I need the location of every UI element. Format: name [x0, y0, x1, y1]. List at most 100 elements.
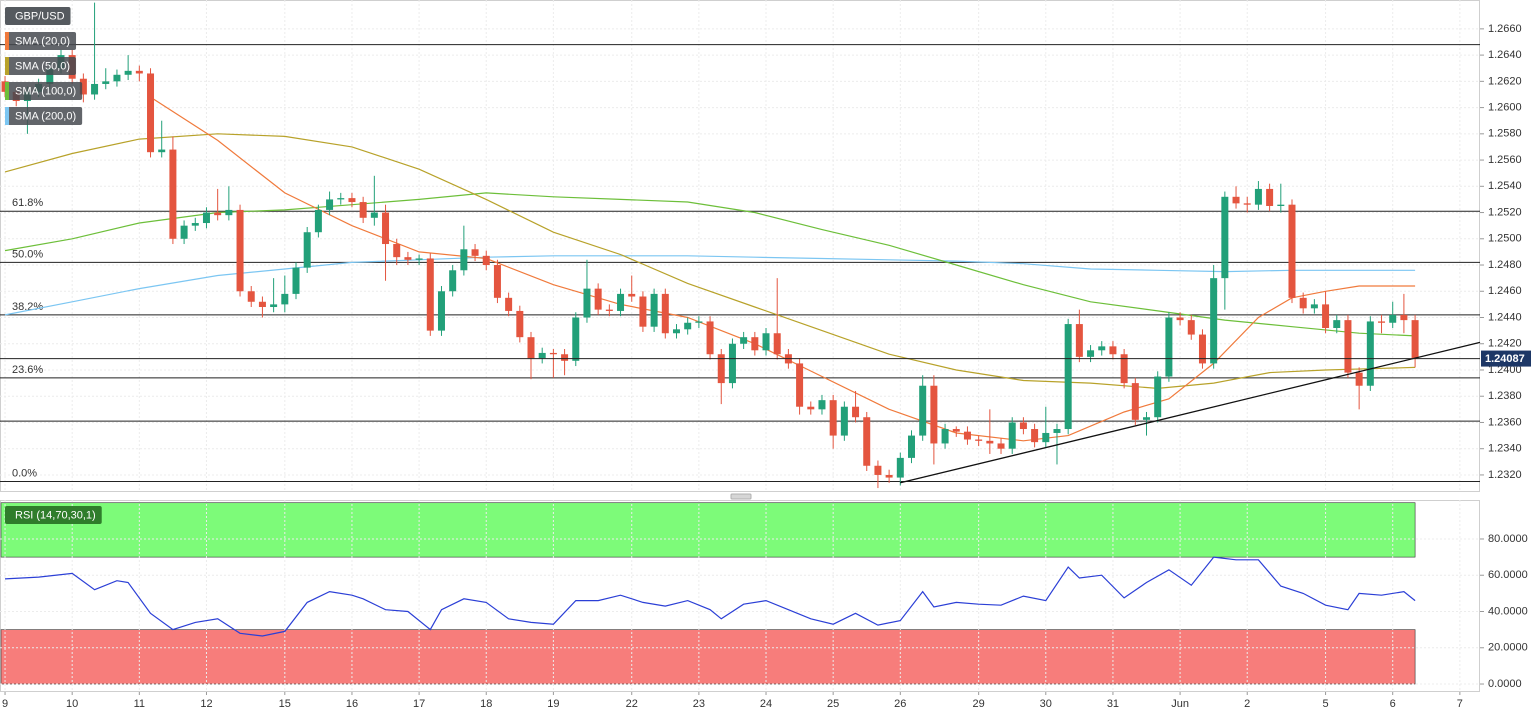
x-tick-label: 6 — [1390, 698, 1396, 710]
candle-body — [986, 440, 994, 444]
price-panel-frame — [0, 0, 1480, 492]
candle-body — [762, 333, 770, 351]
candle-body — [1266, 188, 1274, 206]
y-tick-label: 1.2360 — [1488, 416, 1522, 428]
candle-body — [605, 309, 613, 311]
candle-body — [561, 354, 569, 361]
candle-body — [348, 198, 356, 203]
candle-body — [728, 343, 736, 384]
x-tick-label: 5 — [1323, 698, 1329, 710]
candle-body — [583, 288, 591, 318]
x-tick-label: 29 — [973, 698, 985, 710]
candle-body — [1154, 376, 1162, 418]
candle-body — [751, 337, 759, 351]
candle-body — [1042, 432, 1050, 443]
candle-body — [505, 297, 513, 311]
candle-body — [773, 333, 781, 355]
candle-body — [807, 406, 815, 410]
candle-body — [202, 212, 210, 224]
y-tick-label: 1.2480 — [1488, 259, 1522, 271]
candle-body — [1019, 422, 1027, 430]
y-tick-label: 1.2640 — [1488, 49, 1522, 61]
candle-body — [482, 255, 490, 266]
y-tick-label: 1.2460 — [1488, 285, 1522, 297]
candle-body — [1366, 321, 1374, 386]
candle-body — [1120, 354, 1128, 384]
x-tick-label: 9 — [2, 698, 8, 710]
candle-body — [717, 354, 725, 384]
last-price-badge — [1481, 350, 1531, 367]
candle-body — [393, 244, 401, 258]
rsi-zone — [0, 502, 1416, 558]
x-tick-label: 12 — [200, 698, 212, 710]
candle-body — [471, 249, 479, 256]
candle-body — [1254, 188, 1262, 205]
x-tick-label: 15 — [279, 698, 291, 710]
x-tick-label: 25 — [827, 698, 839, 710]
x-tick-label: 2 — [1244, 698, 1250, 710]
sma-line — [4, 133, 1416, 390]
x-tick-label: 17 — [413, 698, 425, 710]
candle-body — [258, 301, 266, 308]
candle-body — [516, 310, 524, 338]
legend-label: SMA (200,0) — [15, 110, 76, 122]
x-tick-label: Jun — [1171, 698, 1189, 710]
legend-box — [5, 57, 77, 75]
candle-body — [695, 321, 703, 323]
candle-body — [1008, 422, 1016, 449]
candle-body — [415, 258, 423, 260]
candle-body — [952, 429, 960, 432]
panel-resize-handle[interactable] — [730, 493, 752, 500]
candle-body — [1389, 314, 1397, 323]
candle-body — [706, 321, 714, 355]
y-tick-label: 1.2580 — [1488, 128, 1522, 140]
legend-box — [5, 82, 83, 100]
candle-body — [292, 267, 300, 294]
fib-label: 0.0% — [12, 467, 37, 479]
candle-body — [1333, 320, 1341, 328]
candle-body — [1378, 321, 1386, 323]
candle-body — [1131, 383, 1139, 420]
x-tick-label: 18 — [480, 698, 492, 710]
y-tick-label: 1.2520 — [1488, 206, 1522, 218]
candle-body — [617, 293, 625, 311]
x-tick-label: 30 — [1040, 698, 1052, 710]
y-tick-label: 60.0000 — [1488, 569, 1528, 581]
candle-body — [840, 406, 848, 436]
trendline — [900, 341, 1481, 484]
candle-body — [1277, 204, 1285, 206]
candle-body — [124, 70, 132, 75]
y-tick-label: 1.2500 — [1488, 233, 1522, 245]
fib-label: 61.8% — [12, 197, 43, 209]
candle-body — [1098, 346, 1106, 351]
last-price-label: 1.24087 — [1485, 353, 1525, 365]
candle-body — [46, 68, 54, 84]
candle-body — [281, 293, 289, 305]
candle-body — [1221, 196, 1229, 279]
candle-body — [1322, 304, 1330, 328]
candle-body — [426, 258, 434, 331]
candle-body — [1243, 203, 1251, 205]
candle-body — [158, 149, 166, 153]
candle-body — [796, 363, 804, 407]
candle-body — [191, 223, 199, 226]
candle-body — [672, 329, 680, 334]
candle-body — [818, 400, 826, 410]
x-tick-label: 10 — [66, 698, 78, 710]
candle-body — [1187, 320, 1195, 335]
candle-body — [404, 257, 412, 260]
candle-body — [270, 304, 278, 308]
candle-body — [169, 149, 177, 239]
candle-body — [382, 212, 390, 245]
x-tick-label: 24 — [760, 698, 772, 710]
candle-body — [1053, 429, 1061, 433]
candle-body — [963, 431, 971, 440]
candle-body — [1109, 346, 1117, 355]
candle-body — [247, 291, 255, 302]
candle-body — [437, 291, 445, 331]
x-tick-label: 31 — [1107, 698, 1119, 710]
legend-swatch — [5, 32, 9, 50]
candle-body — [1087, 350, 1095, 357]
candle-body — [941, 429, 949, 444]
candle-body — [326, 199, 334, 210]
